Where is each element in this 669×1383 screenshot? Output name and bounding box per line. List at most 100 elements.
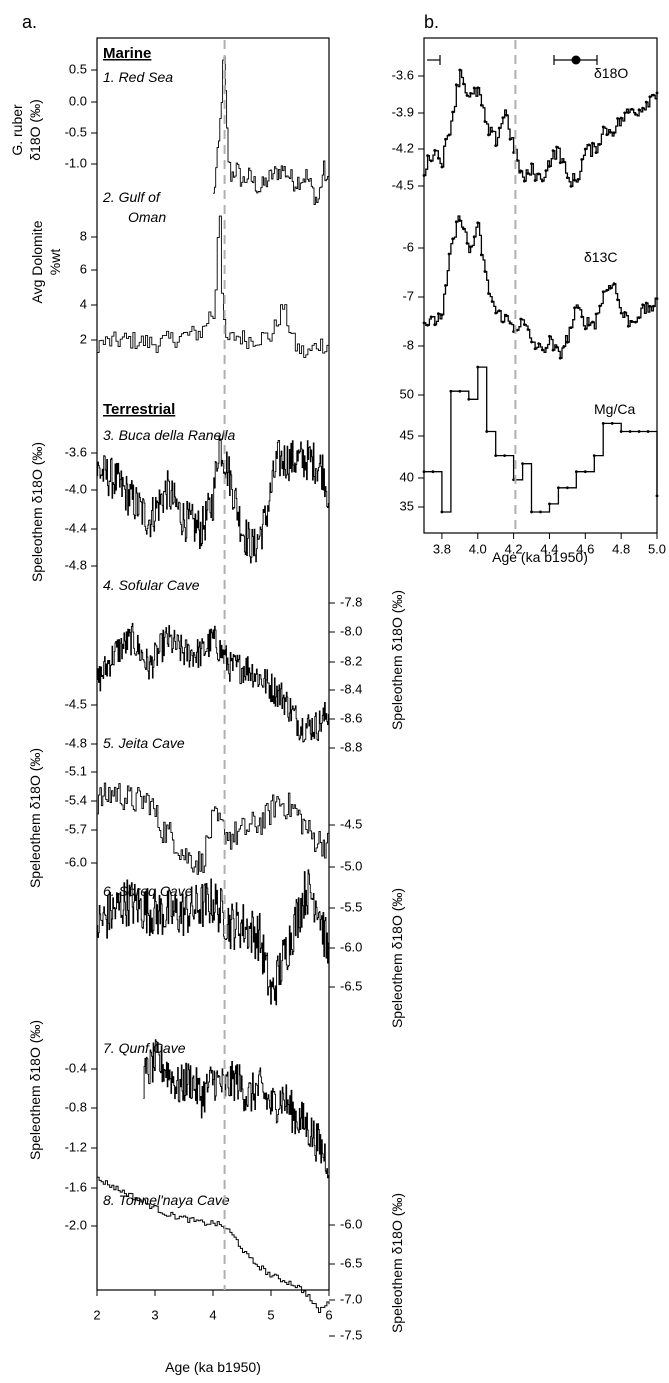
ytick-label: 35 xyxy=(400,498,414,513)
data-point xyxy=(469,92,472,95)
data-point xyxy=(501,116,505,120)
data-point xyxy=(451,237,455,241)
xtick-label: 4.4 xyxy=(540,541,558,556)
ytick-label: -5.7 xyxy=(65,821,87,836)
data-point xyxy=(609,130,612,134)
ytick-label: -8.6 xyxy=(340,710,362,725)
ytick-label: -4.8 xyxy=(65,735,87,750)
terrestrial-heading: Terrestrial xyxy=(103,401,175,418)
ytick-label: -6.5 xyxy=(340,978,362,993)
data-point xyxy=(646,430,650,433)
record-name-buca-della-ranella: 3. Buca della Ranella xyxy=(103,427,236,443)
data-point xyxy=(601,125,605,129)
data-point xyxy=(655,297,659,301)
series-line xyxy=(97,215,330,358)
data-point xyxy=(648,304,652,308)
data-point xyxy=(429,159,433,163)
xtick-label: 4.6 xyxy=(576,541,594,556)
panel-a-frame xyxy=(96,37,330,1291)
ytick-label: -0.8 xyxy=(65,1099,87,1114)
data-point xyxy=(551,149,555,152)
data-point xyxy=(530,162,533,166)
data-point xyxy=(580,158,584,161)
data-point xyxy=(426,154,429,158)
tick-layer: 0.5 0.0 -0.5 -1.0 8 6 4 2 -3.6 -4.0 -4.4 -4.8 -7.8 -8… xyxy=(65,61,666,1342)
data-point xyxy=(469,245,472,249)
ytick-label: 2 xyxy=(80,331,87,346)
ylabel-soreq: Speleothem δ18O (‰) xyxy=(389,888,405,1028)
data-point xyxy=(444,137,447,141)
data-point xyxy=(591,320,594,324)
data-point xyxy=(465,241,469,245)
data-point xyxy=(612,282,616,286)
data-point xyxy=(472,86,476,90)
data-point xyxy=(433,323,437,327)
data-point xyxy=(619,430,623,433)
ytick-label: -3.6 xyxy=(392,67,414,82)
ytick-label: -6 xyxy=(402,239,414,254)
data-point xyxy=(587,323,591,327)
record-name-tonnelnaya-cave: 8. Tonnel'naya Cave xyxy=(103,1192,230,1208)
series-line xyxy=(424,69,658,188)
panel-a-xlabel: Age (ka b1950) xyxy=(165,1359,261,1375)
ytick-label: -8.0 xyxy=(340,623,362,638)
ytick-label: -7.0 xyxy=(340,1291,362,1306)
data-point xyxy=(519,169,523,173)
ylabel-jeita: Speleothem δ18O (‰) xyxy=(27,748,43,888)
record-name-gulf-of-oman-line1: 2. Gulf of xyxy=(102,189,162,205)
data-point xyxy=(551,348,555,352)
data-point xyxy=(562,160,566,164)
data-point xyxy=(422,470,426,474)
ylabel-tonnelnaya: Speleothem δ18O (‰) xyxy=(389,1193,405,1333)
data-point xyxy=(440,313,444,317)
ylabel-g-ruber-line1: G. ruber xyxy=(9,104,25,156)
data-point xyxy=(544,169,548,173)
series-line xyxy=(143,1039,330,1179)
data-point xyxy=(433,149,437,152)
data-point xyxy=(462,227,465,231)
data-point xyxy=(501,320,505,324)
data-point xyxy=(610,422,614,425)
data-point xyxy=(512,330,516,333)
ytick-label: -4.4 xyxy=(65,520,87,535)
data-point xyxy=(426,323,429,327)
data-point xyxy=(616,117,619,120)
data-point xyxy=(609,286,612,290)
ytick-label: 45 xyxy=(400,427,414,442)
data-point xyxy=(497,126,501,130)
series-line xyxy=(424,366,658,513)
ytick-label: -1.2 xyxy=(65,1139,87,1154)
data-point xyxy=(485,430,489,433)
data-point xyxy=(644,301,648,305)
data-point xyxy=(601,290,605,294)
data-point xyxy=(444,284,447,287)
ytick-label: -8.8 xyxy=(340,739,362,754)
ytick-label: -4.2 xyxy=(392,140,414,155)
ytick-label: 6 xyxy=(80,261,87,276)
data-point xyxy=(634,320,637,324)
series-line xyxy=(97,1176,330,1313)
data-point xyxy=(422,174,426,177)
data-point xyxy=(569,184,573,188)
record-name-red-sea: 1. Red Sea xyxy=(103,69,173,85)
ytick-label: -2.0 xyxy=(65,1217,87,1232)
data-point xyxy=(447,252,451,256)
data-point xyxy=(519,317,523,321)
data-point xyxy=(652,93,655,97)
ytick-label: 8 xyxy=(80,228,87,243)
data-point xyxy=(616,298,619,302)
ytick-label: -7.8 xyxy=(340,594,362,609)
data-point xyxy=(515,328,519,332)
data-point xyxy=(522,179,526,183)
ytick-label: -4.5 xyxy=(392,177,414,192)
data-point xyxy=(565,176,569,180)
data-point xyxy=(558,356,562,360)
series-line xyxy=(424,215,658,359)
data-point xyxy=(655,91,659,95)
data-point xyxy=(628,430,632,433)
series-line xyxy=(97,869,330,1006)
data-point xyxy=(587,143,591,147)
ytick-label: -5.4 xyxy=(65,792,87,807)
data-point xyxy=(454,83,458,87)
ytick-label: -0.5 xyxy=(65,124,87,139)
